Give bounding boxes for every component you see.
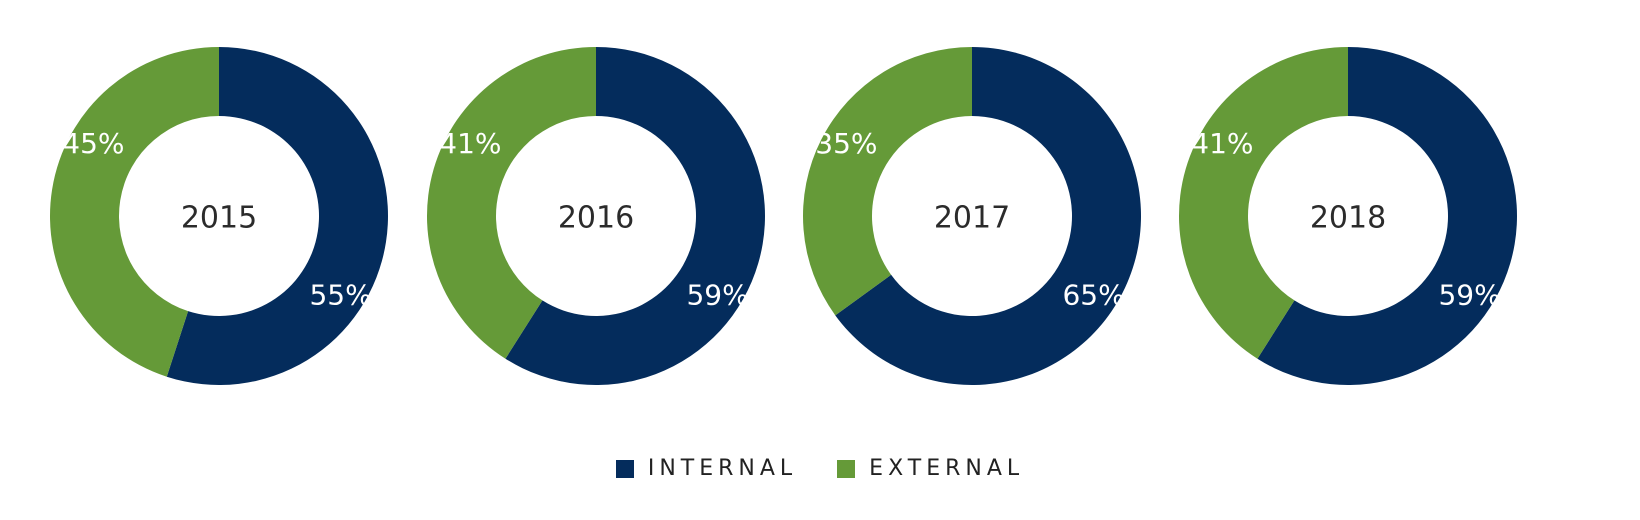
legend-label-external: EXTERNAL — [869, 456, 1025, 481]
slice-external-2015 — [50, 47, 220, 377]
slice-external-2018 — [1179, 46, 1348, 359]
slice-label-external-2015: 45% — [62, 127, 124, 160]
donut-2017: 65% 35% 2017 — [803, 46, 1141, 385]
slice-label-external-2017: 35% — [815, 127, 877, 160]
slice-internal-2017 — [835, 47, 1141, 385]
donut-2015: 55% 45% 2015 — [50, 47, 388, 386]
legend: INTERNAL EXTERNAL — [0, 456, 1640, 481]
slice-internal-2016 — [505, 47, 765, 385]
legend-swatch-external — [837, 459, 856, 478]
legend-item-external: EXTERNAL — [837, 456, 1024, 481]
center-label-2017: 2017 — [934, 201, 1010, 236]
slice-label-internal-2015: 55% — [309, 278, 371, 311]
legend-swatch-internal — [615, 459, 634, 478]
slice-label-external-2018: 41% — [1191, 127, 1253, 160]
slice-external-2017 — [803, 46, 972, 316]
donut-2018: 59% 41% 2018 — [1179, 46, 1517, 385]
center-label-2015: 2015 — [181, 201, 257, 236]
slice-internal-2015 — [166, 47, 388, 386]
slice-label-external-2016: 41% — [439, 127, 501, 160]
center-label-2018: 2018 — [1310, 201, 1386, 236]
slice-label-internal-2017: 65% — [1062, 278, 1124, 311]
slice-internal-2018 — [1257, 47, 1517, 385]
slice-label-internal-2016: 59% — [686, 278, 748, 311]
legend-item-internal: INTERNAL — [615, 456, 798, 481]
slice-external-2016 — [427, 46, 596, 359]
donut-2016: 59% 41% 2016 — [427, 46, 765, 385]
slice-label-internal-2018: 59% — [1438, 278, 1500, 311]
center-label-2016: 2016 — [558, 201, 634, 236]
legend-label-internal: INTERNAL — [647, 456, 798, 481]
